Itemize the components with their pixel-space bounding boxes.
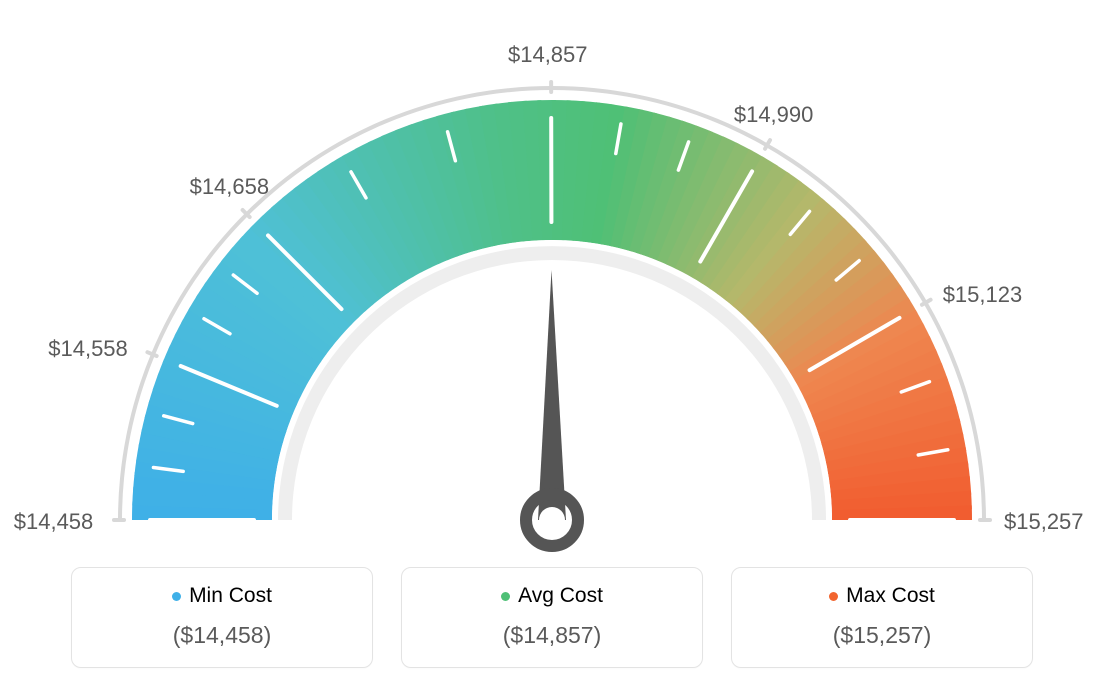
gauge-tick-label: $15,123	[943, 282, 1023, 308]
legend-max-dot	[829, 592, 838, 601]
legend-max-value: ($15,257)	[732, 622, 1032, 649]
legend-min-title-text: Min Cost	[189, 584, 272, 607]
gauge-tick-label: $15,257	[1004, 509, 1084, 535]
legend-card-min: Min Cost ($14,458)	[71, 567, 373, 668]
legend-card-max: Max Cost ($15,257)	[731, 567, 1033, 668]
gauge-tick-label: $14,658	[190, 174, 270, 200]
gauge	[102, 20, 1002, 580]
legend-avg-title: Avg Cost	[402, 584, 702, 608]
gauge-tick-label: $14,990	[734, 102, 814, 128]
legend-min-title: Min Cost	[72, 584, 372, 608]
legend-min-value: ($14,458)	[72, 622, 372, 649]
legend-avg-dot	[501, 592, 510, 601]
legend-avg-value: ($14,857)	[402, 622, 702, 649]
legend-max-title: Max Cost	[732, 584, 1032, 608]
legend-avg-title-text: Avg Cost	[518, 584, 603, 607]
gauge-tick-label: $14,558	[48, 336, 128, 362]
gauge-tick-label: $14,857	[508, 42, 588, 68]
legend-min-dot	[172, 592, 181, 601]
chart-container: $14,458 $14,558 $14,658 $14,857 $14,990 $15,1…	[0, 0, 1104, 690]
legend: Min Cost ($14,458) Avg Cost ($14,857) Ma…	[0, 567, 1104, 668]
legend-max-title-text: Max Cost	[846, 584, 935, 607]
legend-card-avg: Avg Cost ($14,857)	[401, 567, 703, 668]
gauge-tick-label: $14,458	[14, 509, 94, 535]
